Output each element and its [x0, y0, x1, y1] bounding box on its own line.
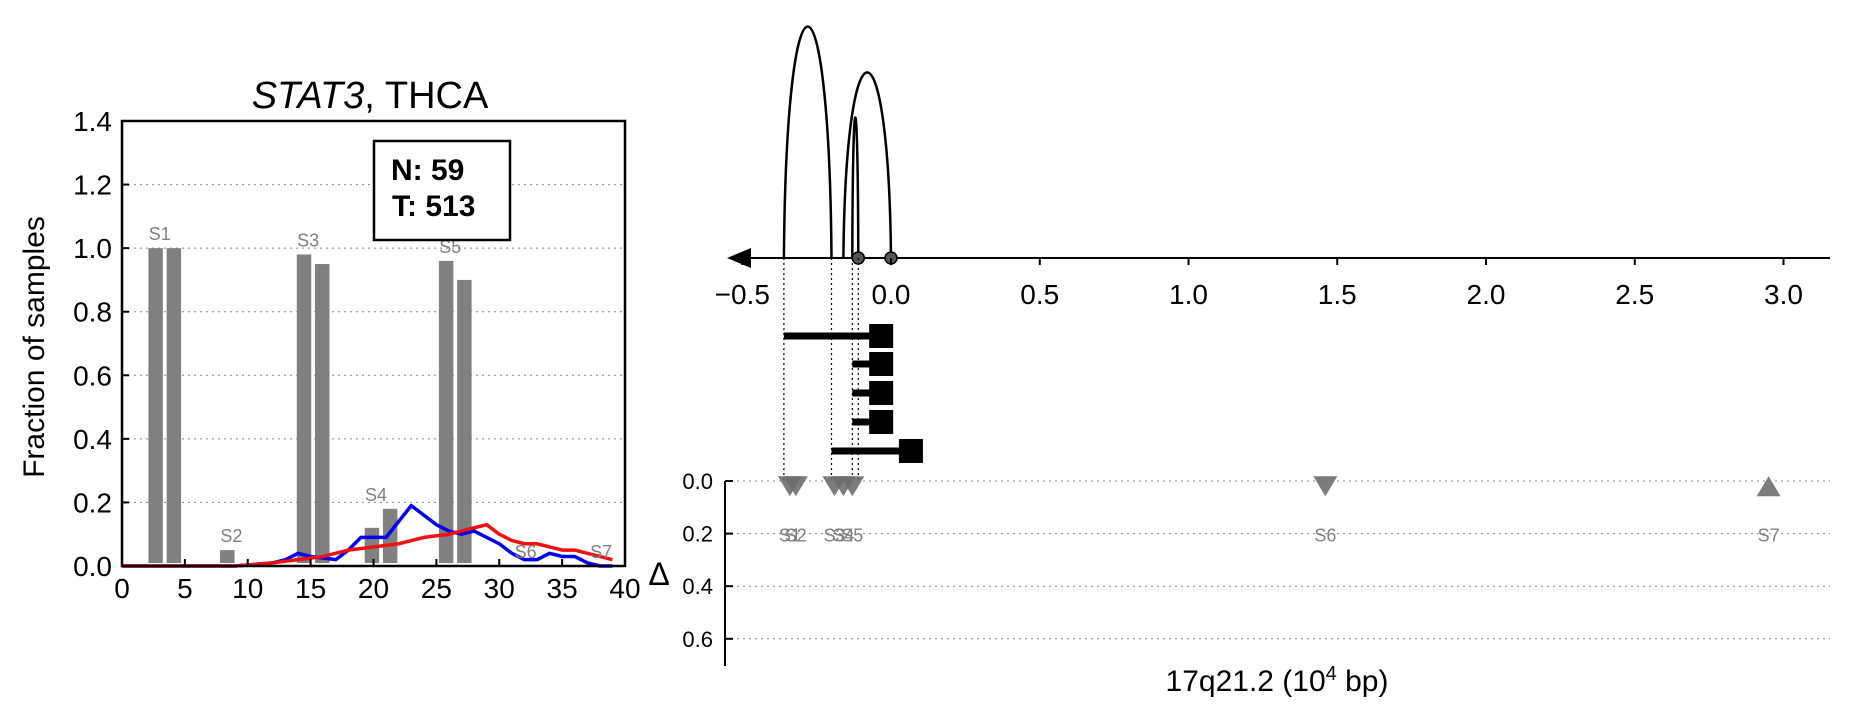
x-tick-label: 40	[609, 573, 640, 604]
x-tick-label: 25	[421, 573, 452, 604]
delta-tick-label: 0.6	[682, 627, 713, 652]
site-label: S6	[515, 542, 537, 562]
y-tick-label: 0.0	[73, 551, 112, 582]
bar	[457, 279, 472, 563]
splice-arcs	[782, 25, 893, 259]
bar	[438, 260, 454, 563]
bar	[296, 254, 312, 563]
site-marker	[1756, 476, 1781, 497]
x-tick-label: 5	[177, 573, 193, 604]
isoform-exon	[869, 410, 894, 434]
legend-tumor-count: T: 513	[392, 190, 475, 223]
y-tick-label: 1.0	[73, 233, 112, 264]
genome-tick-label: 2.0	[1467, 279, 1506, 310]
site-marker-label: S4	[832, 526, 854, 546]
site-label: S1	[149, 224, 171, 244]
x-tick-label: 10	[232, 573, 263, 604]
x-tick-label: 0	[114, 573, 130, 604]
title-gene: STAT3	[252, 75, 365, 117]
legend-box	[372, 139, 512, 242]
splice-arc	[842, 71, 893, 259]
site-markers	[777, 476, 1781, 497]
delta-tick-label: 0.0	[682, 469, 713, 494]
bar	[382, 508, 398, 563]
genome-tick-label: −0.5	[715, 279, 770, 310]
site-marker-label: S3	[823, 526, 845, 546]
y-tick-label: 0.4	[73, 424, 112, 455]
genome-tick-label: 0.5	[1020, 279, 1059, 310]
site-marker-label: S2	[785, 526, 807, 546]
isoform-tracks	[783, 324, 923, 463]
isoform-exon	[898, 439, 923, 463]
site-marker	[840, 476, 865, 497]
x-tick-label: 15	[295, 573, 326, 604]
right-x-ticks: −0.5 0.0 0.5 1.0 1.5 2.0 2.5 3.0	[715, 258, 1803, 310]
genome-tick-label: 2.5	[1615, 279, 1654, 310]
xlabel-main: 17q21.2 (10	[1166, 665, 1326, 698]
xlabel-tail: bp)	[1337, 665, 1389, 698]
left-y-axis-label: Fraction of samples	[18, 216, 51, 478]
genome-tick-label: 0.0	[872, 279, 911, 310]
bar	[315, 264, 330, 563]
left-bar-chart: STAT3, THCA Fraction of samples S1S2S3S4S…	[18, 75, 641, 604]
x-tick-label: 35	[547, 573, 578, 604]
splice-arc	[782, 25, 833, 259]
genome-tick-label: 3.0	[1764, 279, 1803, 310]
left-lines	[122, 503, 613, 568]
site-marker	[783, 476, 808, 497]
site-marker-label: S6	[1314, 526, 1336, 546]
series-line-red	[122, 522, 613, 568]
bar	[166, 248, 182, 563]
site-label: S3	[297, 231, 319, 251]
site-marker-label: S1	[779, 526, 801, 546]
sample-count-legend: N: 59 T: 513	[372, 139, 512, 242]
right-locus-plot: −0.5 0.0 0.5 1.0 1.5 2.0 2.5 3.0 0.0 0.2 0.4 0.6 Δ…	[648, 25, 1830, 698]
title-sep: ,	[364, 75, 375, 117]
delta-grid	[725, 480, 1830, 640]
site-label: S4	[365, 485, 387, 505]
y-tick-label: 1.4	[73, 106, 112, 137]
delta-y-ticks: 0.0 0.2 0.4 0.6	[682, 469, 733, 652]
site-marker	[1313, 476, 1338, 497]
y-tick-label: 0.2	[73, 487, 112, 518]
left-x-ticks: 0 5 10 15 20 25 30 35 40	[114, 559, 641, 604]
left-bars	[148, 248, 472, 563]
bar	[148, 248, 163, 563]
delta-tick-label: 0.2	[682, 522, 713, 547]
y-tick-label: 0.6	[73, 360, 112, 391]
site-label: S7	[590, 542, 612, 562]
site-guide-lines	[783, 258, 859, 481]
xlabel-exponent: 4	[1326, 663, 1337, 685]
x-tick-label: 20	[358, 573, 389, 604]
x-tick-label: 30	[484, 573, 515, 604]
left-chart-title: STAT3, THCA	[252, 75, 489, 117]
site-label: S5	[439, 237, 461, 257]
isoform-exon	[869, 352, 894, 376]
delta-tick-label: 0.4	[682, 574, 713, 599]
left-y-ticks: 0.0 0.2 0.4 0.6 0.8 1.0 1.2 1.4	[73, 106, 129, 582]
isoform-exon	[869, 381, 894, 405]
title-cancer: THCA	[385, 75, 489, 117]
legend-normal-count: N: 59	[391, 154, 464, 187]
left-site-labels: S1 S2 S3 S4 S5 S6 S7	[149, 224, 612, 562]
genome-tick-label: 1.0	[1169, 279, 1208, 310]
right-x-axis-label: 17q21.2 (104 bp)	[1166, 663, 1389, 698]
isoform-exon	[869, 324, 894, 348]
y-tick-label: 0.8	[73, 297, 112, 328]
delta-axis-label: Δ	[648, 556, 669, 592]
y-tick-label: 1.2	[73, 170, 112, 201]
strand-arrow-icon	[727, 248, 751, 268]
site-label: S2	[220, 526, 242, 546]
genome-tick-label: 1.5	[1318, 279, 1357, 310]
site-marker-label: S7	[1758, 526, 1780, 546]
site-marker-label: S5	[841, 526, 863, 546]
bar	[220, 550, 235, 563]
splice-arc	[851, 116, 860, 259]
